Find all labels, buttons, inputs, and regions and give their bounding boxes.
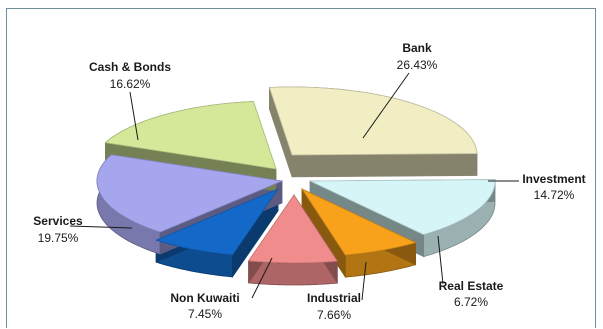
slice-label-non-kuwaiti: Non Kuwaiti	[170, 291, 239, 305]
pie-slice-investment	[309, 179, 496, 236]
leader-line-services	[69, 225, 133, 229]
leader-line-bank	[362, 72, 410, 139]
slice-value-industrial: 7.66%	[317, 308, 351, 322]
slice-value-services: 19.75%	[38, 231, 79, 245]
slice-label-cash-bonds: Cash & Bonds	[89, 60, 171, 74]
slice-label-industrial: Industrial	[307, 291, 361, 305]
pie-slice-services	[96, 154, 284, 233]
leader-line-cash-bonds	[129, 91, 139, 141]
slice-value-non-kuwaiti: 7.45%	[188, 307, 222, 321]
slice-label-bank: Bank	[402, 41, 432, 55]
pie-slice-cash-bonds	[104, 101, 277, 170]
leader-line-real-estate	[437, 235, 444, 285]
slice-label-services: Services	[33, 214, 83, 228]
slice-value-cash-bonds: 16.62%	[110, 77, 151, 91]
pie-slice-real-estate	[300, 188, 417, 256]
leader-line-non-kuwaiti	[251, 257, 273, 299]
slice-value-investment: 14.72%	[534, 188, 575, 202]
slice-value-bank: 26.43%	[397, 58, 438, 72]
slice-label-investment: Investment	[522, 172, 585, 186]
leader-line-industrial	[361, 261, 367, 301]
slice-label-real-estate: Real Estate	[439, 279, 504, 293]
slice-value-real-estate: 6.72%	[454, 295, 488, 309]
pie-slice-non-kuwaiti	[154, 188, 280, 256]
pie-slice-industrial	[247, 194, 339, 264]
pie-slice-bank	[268, 86, 478, 156]
